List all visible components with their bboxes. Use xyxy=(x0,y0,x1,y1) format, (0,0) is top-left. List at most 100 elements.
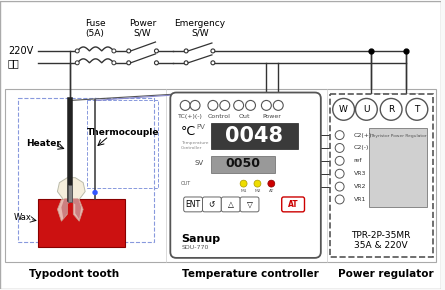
Circle shape xyxy=(180,100,190,110)
Text: T: T xyxy=(414,105,420,114)
Text: Power: Power xyxy=(263,114,282,119)
Circle shape xyxy=(335,182,344,191)
Text: Out: Out xyxy=(239,114,251,119)
Text: Thyristor Power Regulator: Thyristor Power Regulator xyxy=(370,134,426,138)
Text: Typodont tooth: Typodont tooth xyxy=(29,269,119,279)
FancyBboxPatch shape xyxy=(221,197,240,212)
Circle shape xyxy=(335,130,344,139)
Circle shape xyxy=(190,100,200,110)
Circle shape xyxy=(184,61,188,65)
Circle shape xyxy=(333,99,355,120)
Text: Power regulator: Power regulator xyxy=(338,269,434,279)
Bar xyxy=(330,93,433,257)
Text: AT: AT xyxy=(269,188,274,193)
Text: △: △ xyxy=(228,200,234,209)
Circle shape xyxy=(184,49,188,53)
Text: ↺: ↺ xyxy=(209,200,215,209)
Polygon shape xyxy=(57,200,67,221)
Text: Emergency: Emergency xyxy=(174,19,226,28)
Text: SV: SV xyxy=(194,160,204,166)
Text: °C: °C xyxy=(181,125,196,138)
Text: Heater: Heater xyxy=(26,139,61,148)
Circle shape xyxy=(335,144,344,153)
Circle shape xyxy=(268,180,275,187)
FancyBboxPatch shape xyxy=(184,197,202,212)
Text: TPR-2P-35MR: TPR-2P-35MR xyxy=(352,231,411,240)
Text: M2: M2 xyxy=(254,188,261,193)
Polygon shape xyxy=(57,178,85,200)
Text: Fuse: Fuse xyxy=(85,19,105,28)
Text: VR1: VR1 xyxy=(353,197,366,202)
Text: OUT: OUT xyxy=(181,181,191,186)
Text: M1: M1 xyxy=(240,188,247,193)
Bar xyxy=(211,123,298,149)
Circle shape xyxy=(261,100,271,110)
Circle shape xyxy=(211,61,215,65)
Circle shape xyxy=(75,61,79,65)
Circle shape xyxy=(240,180,247,187)
Circle shape xyxy=(246,100,255,110)
FancyBboxPatch shape xyxy=(202,197,221,212)
Circle shape xyxy=(335,156,344,165)
Text: ref: ref xyxy=(353,158,362,163)
Text: VR2: VR2 xyxy=(353,184,366,189)
Circle shape xyxy=(406,99,428,120)
FancyBboxPatch shape xyxy=(240,197,259,212)
Text: Control: Control xyxy=(207,114,230,119)
FancyBboxPatch shape xyxy=(282,197,304,212)
Circle shape xyxy=(208,100,218,110)
Text: S/W: S/W xyxy=(191,29,209,38)
Circle shape xyxy=(154,49,158,53)
Text: 0048: 0048 xyxy=(226,126,283,146)
Circle shape xyxy=(335,169,344,178)
Text: ENT: ENT xyxy=(186,200,201,209)
Circle shape xyxy=(211,49,215,53)
Text: C2(-): C2(-) xyxy=(353,146,369,151)
Text: Thermocouple: Thermocouple xyxy=(87,128,160,137)
Text: VR3: VR3 xyxy=(353,171,366,176)
Circle shape xyxy=(154,61,158,65)
Text: 입력: 입력 xyxy=(8,58,20,68)
FancyBboxPatch shape xyxy=(170,93,321,258)
Circle shape xyxy=(380,99,402,120)
Text: ▽: ▽ xyxy=(247,200,252,209)
Bar xyxy=(18,99,154,242)
Bar xyxy=(211,156,275,173)
Bar xyxy=(38,200,125,247)
Bar xyxy=(369,128,427,207)
Text: PV: PV xyxy=(196,124,205,130)
Text: 220V: 220V xyxy=(8,46,33,56)
Polygon shape xyxy=(61,198,81,219)
Polygon shape xyxy=(73,200,83,221)
Circle shape xyxy=(234,100,243,110)
Circle shape xyxy=(127,61,131,65)
Bar xyxy=(87,100,158,188)
Circle shape xyxy=(112,49,116,53)
Text: 35A & 220V: 35A & 220V xyxy=(354,240,408,249)
Circle shape xyxy=(220,100,230,110)
Text: Sanup: Sanup xyxy=(181,234,220,244)
Text: (5A): (5A) xyxy=(85,29,105,38)
Text: C2(+): C2(+) xyxy=(353,133,372,137)
Text: W: W xyxy=(339,105,348,114)
Text: 0050: 0050 xyxy=(225,157,260,170)
Text: Temperature
Controller: Temperature Controller xyxy=(181,141,209,150)
Circle shape xyxy=(112,61,116,65)
Text: Temperature controller: Temperature controller xyxy=(182,269,319,279)
Circle shape xyxy=(93,190,97,195)
Circle shape xyxy=(273,100,283,110)
Circle shape xyxy=(75,49,79,53)
Bar xyxy=(5,88,436,262)
Text: U: U xyxy=(363,105,370,114)
Circle shape xyxy=(254,180,261,187)
Circle shape xyxy=(335,195,344,204)
Text: S/W: S/W xyxy=(134,29,151,38)
Text: Wax: Wax xyxy=(14,213,32,222)
Text: AT: AT xyxy=(288,200,299,209)
Circle shape xyxy=(127,49,131,53)
Circle shape xyxy=(356,99,377,120)
Text: TC(+)(-): TC(+)(-) xyxy=(178,114,202,119)
Text: SDU-770: SDU-770 xyxy=(181,245,209,251)
Text: Power: Power xyxy=(129,19,156,28)
Text: R: R xyxy=(388,105,394,114)
